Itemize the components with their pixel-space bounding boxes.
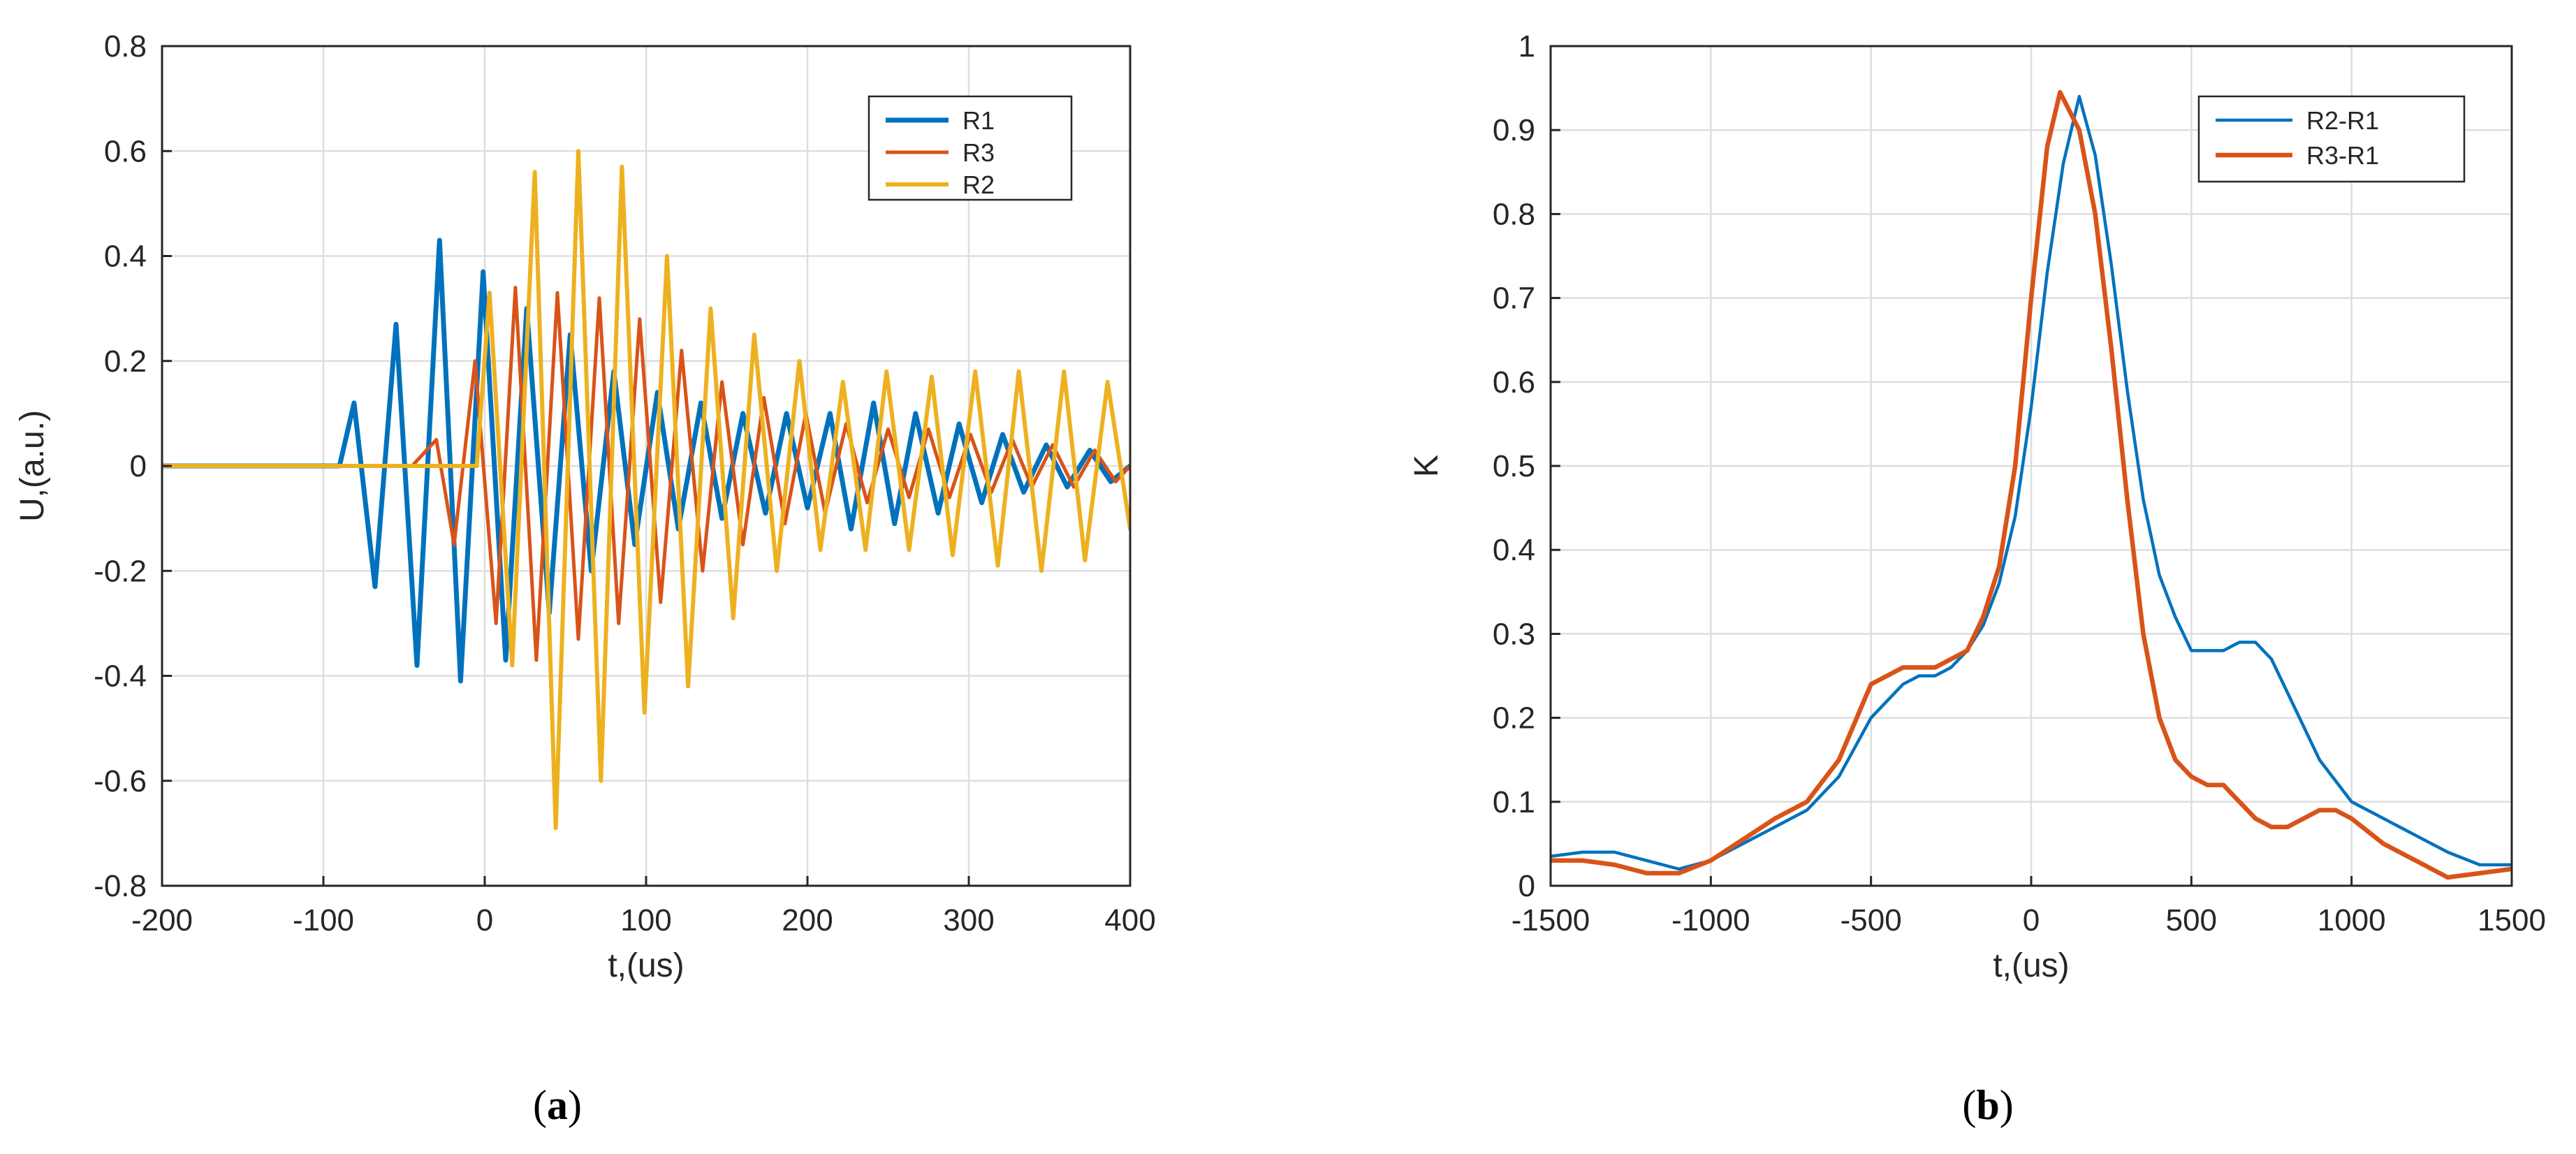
y-tick-label: 0.6 — [1493, 365, 1535, 400]
legend-label-r2-r1: R2-R1 — [2306, 106, 2379, 135]
series-group — [1551, 89, 2512, 880]
series-line-r1 — [162, 238, 1130, 684]
y-tick-label: 0.3 — [1493, 617, 1535, 651]
y-tick-label: 0.8 — [104, 29, 147, 64]
x-tick-label: 300 — [943, 903, 994, 937]
y-tick-label: 0 — [130, 449, 147, 483]
x-tick-label: -100 — [293, 903, 354, 937]
x-tick-label: 200 — [782, 903, 833, 937]
y-tick-label: -0.2 — [94, 554, 147, 588]
x-axis-label: t,(us) — [1993, 947, 2069, 984]
y-tick-label: 0.2 — [104, 344, 147, 379]
x-tick-label: 100 — [620, 903, 671, 937]
series-line-r2-r1 — [1551, 94, 2512, 871]
y-tick-label: 0 — [1518, 869, 1535, 903]
legend: R1 R3 R2 — [868, 95, 1073, 201]
x-tick-label: -1000 — [1671, 903, 1750, 937]
panel-label: (b) — [1962, 1082, 2013, 1128]
legend-label-r1: R1 — [963, 106, 995, 135]
x-tick-label: 1500 — [2478, 903, 2546, 937]
x-tick-label: -500 — [1840, 903, 1902, 937]
y-tick-label: 0.9 — [1493, 113, 1535, 147]
y-tick-label: 0.1 — [1493, 785, 1535, 819]
legend: R2-R1 R3-R1 — [2197, 95, 2466, 183]
series-line-r2 — [162, 149, 1130, 831]
panel-label: (a) — [533, 1082, 582, 1128]
series-line-r3-r1 — [1551, 89, 2512, 880]
legend-label-r3: R3 — [963, 138, 995, 167]
legend-label-r2: R2 — [963, 170, 995, 199]
y-tick-label: -0.4 — [94, 659, 147, 694]
y-tick-label: 0.2 — [1493, 701, 1535, 736]
x-tick-label: 500 — [2166, 903, 2217, 937]
x-tick-label: 400 — [1104, 903, 1155, 937]
y-axis-label: U,(a.u.) — [14, 410, 51, 522]
x-tick-label: -200 — [131, 903, 193, 937]
x-tick-label: -1500 — [1512, 903, 1590, 937]
x-axis-label: t,(us) — [608, 947, 684, 984]
x-tick-label: 0 — [2023, 903, 2040, 937]
y-tick-label: 0.4 — [104, 240, 147, 274]
legend-label-r3-r1: R3-R1 — [2306, 141, 2379, 170]
y-tick-label: 0.4 — [1493, 533, 1535, 567]
panel-b: -1500 -1000 -500 0 500 1000 1500 0 0.1 0.2 0.3 0.4 0… — [1408, 29, 2546, 1128]
y-tick-label: 1 — [1518, 29, 1535, 64]
x-tick-label: 0 — [476, 903, 493, 937]
y-tick-label: -0.6 — [94, 764, 147, 798]
x-tick-label: 1000 — [2318, 903, 2386, 937]
y-tick-label: -0.8 — [94, 869, 147, 903]
y-tick-label: 0.8 — [1493, 197, 1535, 231]
legend-box — [2197, 95, 2466, 183]
panel-a: -200 -100 0 100 200 300 400 -0.8 -0.6 -0.4 -0.2 0 0.… — [14, 29, 1156, 1128]
y-tick-label: 0.7 — [1493, 282, 1535, 316]
y-tick-label: 0.5 — [1493, 449, 1535, 483]
y-axis-label: K — [1408, 455, 1445, 477]
y-tick-label: 0.6 — [104, 134, 147, 168]
series-group — [162, 149, 1130, 831]
legend-box — [868, 95, 1073, 201]
